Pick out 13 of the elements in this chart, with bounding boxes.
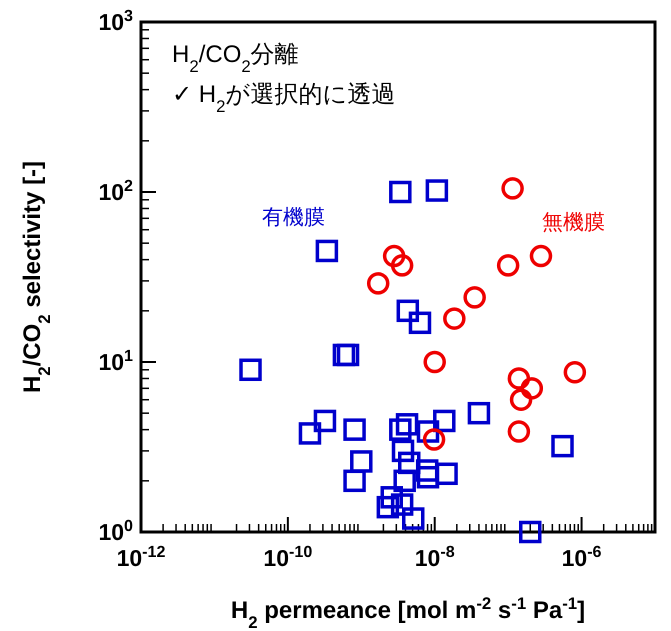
annotation: ✓ H$_{2}$が選択的に透過	[172, 81, 396, 116]
text: H$_{2}$ permeance [mol m$^{-2}$ s$^{-1}$ Pa$^{-1}$]	[230, 594, 586, 631]
series-label: 有機膜	[262, 206, 325, 229]
y-tick-label: 10$^{2}$	[98, 177, 134, 205]
y-tick-label: 10$^{0}$	[98, 517, 134, 545]
y-tick-label: 10$^{1}$	[98, 347, 134, 375]
annotation: H$_{2}$/CO$_{2}$分離	[172, 41, 299, 76]
y-tick-label: 10$^{3}$	[98, 7, 134, 35]
series-label: 無機膜	[542, 211, 605, 234]
x-tick-label: 10$^{-8}$	[414, 543, 455, 571]
x-tick-label: 10$^{-10}$	[263, 543, 312, 571]
x-tick-label: 10$^{-12}$	[116, 543, 166, 571]
x-tick-label: 10$^{-6}$	[562, 543, 602, 571]
